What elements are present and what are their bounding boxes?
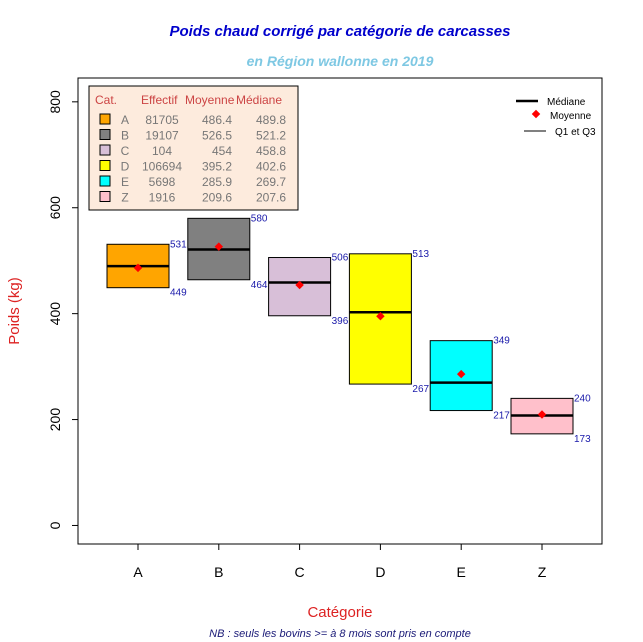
legend-swatch-C	[99, 144, 111, 156]
legend-median: 402.6	[256, 160, 286, 174]
legend-mean: 526.5	[202, 129, 232, 143]
table-legend: Cat. Effectif Moyenne Médiane A 81705 486.4 489…	[88, 85, 299, 211]
legend-median-label: Médiane	[547, 97, 586, 108]
x-tick-label: B	[214, 564, 223, 580]
legend-mean: 454	[212, 144, 232, 158]
q3-label-D: 513	[412, 249, 429, 260]
legend-cat: A	[121, 113, 129, 127]
legend-count: 5698	[149, 175, 176, 189]
legend-median: 207.6	[256, 191, 286, 205]
legend-count: 81705	[145, 113, 179, 127]
q3-label-Z: 240	[574, 393, 591, 404]
legend-mean-marker	[531, 109, 541, 119]
q1-label-A: 449	[170, 288, 187, 299]
mean-marker-Z	[537, 410, 547, 419]
legend-swatch-Z	[99, 191, 111, 202]
q3-label-E: 349	[493, 336, 510, 347]
legend-swatch-A	[99, 113, 111, 125]
q1-label-D: 267	[412, 384, 429, 395]
legend-swatch-E	[99, 175, 111, 187]
y-axis-label: Poids (kg)	[6, 277, 23, 345]
mean-marker-D	[376, 311, 385, 321]
q1-label-E: 217	[493, 411, 510, 422]
legend-mean: 209.6	[202, 191, 232, 205]
legend-swatch-D	[99, 160, 111, 171]
q3-label-C: 506	[332, 253, 349, 264]
legend-swatch-B	[99, 129, 111, 140]
y-tick-label: 0	[47, 521, 63, 529]
mean-marker-C	[295, 280, 304, 290]
legend-cat: B	[121, 129, 129, 143]
legend-header-cell: Médiane	[236, 93, 282, 107]
y-tick-label: 800	[47, 90, 63, 114]
legend-cat: E	[121, 175, 129, 189]
legend-median: 269.7	[256, 175, 286, 189]
y-tick-label: 600	[47, 196, 63, 220]
x-tick-label: Z	[538, 564, 547, 580]
legend-header-cell: Cat.	[95, 93, 117, 107]
box-series: 531 449 580 464 506 396 513 267 349 217 240 173	[106, 213, 591, 445]
q3-label-A: 531	[170, 239, 187, 250]
legend-count: 106694	[142, 160, 182, 174]
legend-mean-label: Moyenne	[550, 111, 592, 122]
legend-mean: 395.2	[202, 160, 232, 174]
legend-header-cell: Moyenne	[185, 93, 235, 107]
legend-quartile-label: Q1 et Q3	[555, 127, 596, 138]
chart-subtitle: en Région wallonne en 2019	[247, 53, 434, 69]
legend-cat: C	[121, 144, 130, 158]
x-tick-label: E	[457, 564, 466, 580]
q3-label-B: 580	[251, 213, 268, 224]
chart-title: Poids chaud corrigé par catégorie de car…	[170, 23, 511, 40]
legend-median: 521.2	[256, 129, 286, 143]
legend-median: 458.8	[256, 144, 286, 158]
y-tick-label: 200	[47, 408, 63, 432]
x-tick-label: C	[295, 564, 305, 580]
legend-mean: 285.9	[202, 175, 232, 189]
table-legend-background	[88, 85, 299, 211]
legend-median: 489.8	[256, 113, 286, 127]
y-axis: 0 200 400 600 800	[47, 90, 78, 529]
q1-label-C: 396	[332, 316, 349, 327]
x-tick-label: D	[375, 564, 385, 580]
legend-count: 104	[152, 144, 172, 158]
x-axis-label: Catégorie	[307, 604, 372, 621]
legend-count: 19107	[145, 129, 179, 143]
legend-cat: D	[121, 160, 130, 174]
y-tick-label: 400	[47, 302, 63, 326]
box-C	[268, 257, 332, 317]
footnote: NB : seuls les bovins >= à 8 mois sont p…	[209, 628, 471, 640]
mean-marker-B	[214, 242, 224, 251]
mean-marker-A	[133, 263, 143, 273]
legend-header-cell: Effectif	[141, 93, 178, 107]
legend-mean: 486.4	[202, 113, 232, 127]
symbol-legend: Médiane Moyenne Q1 et Q3	[516, 97, 596, 138]
plot-frame	[77, 77, 603, 545]
q1-label-Z: 173	[574, 434, 591, 445]
x-tick-label: A	[133, 564, 143, 580]
q1-label-B: 464	[251, 280, 268, 291]
legend-count: 1916	[149, 191, 176, 205]
mean-marker-E	[456, 369, 466, 379]
legend-cat: Z	[121, 191, 128, 205]
